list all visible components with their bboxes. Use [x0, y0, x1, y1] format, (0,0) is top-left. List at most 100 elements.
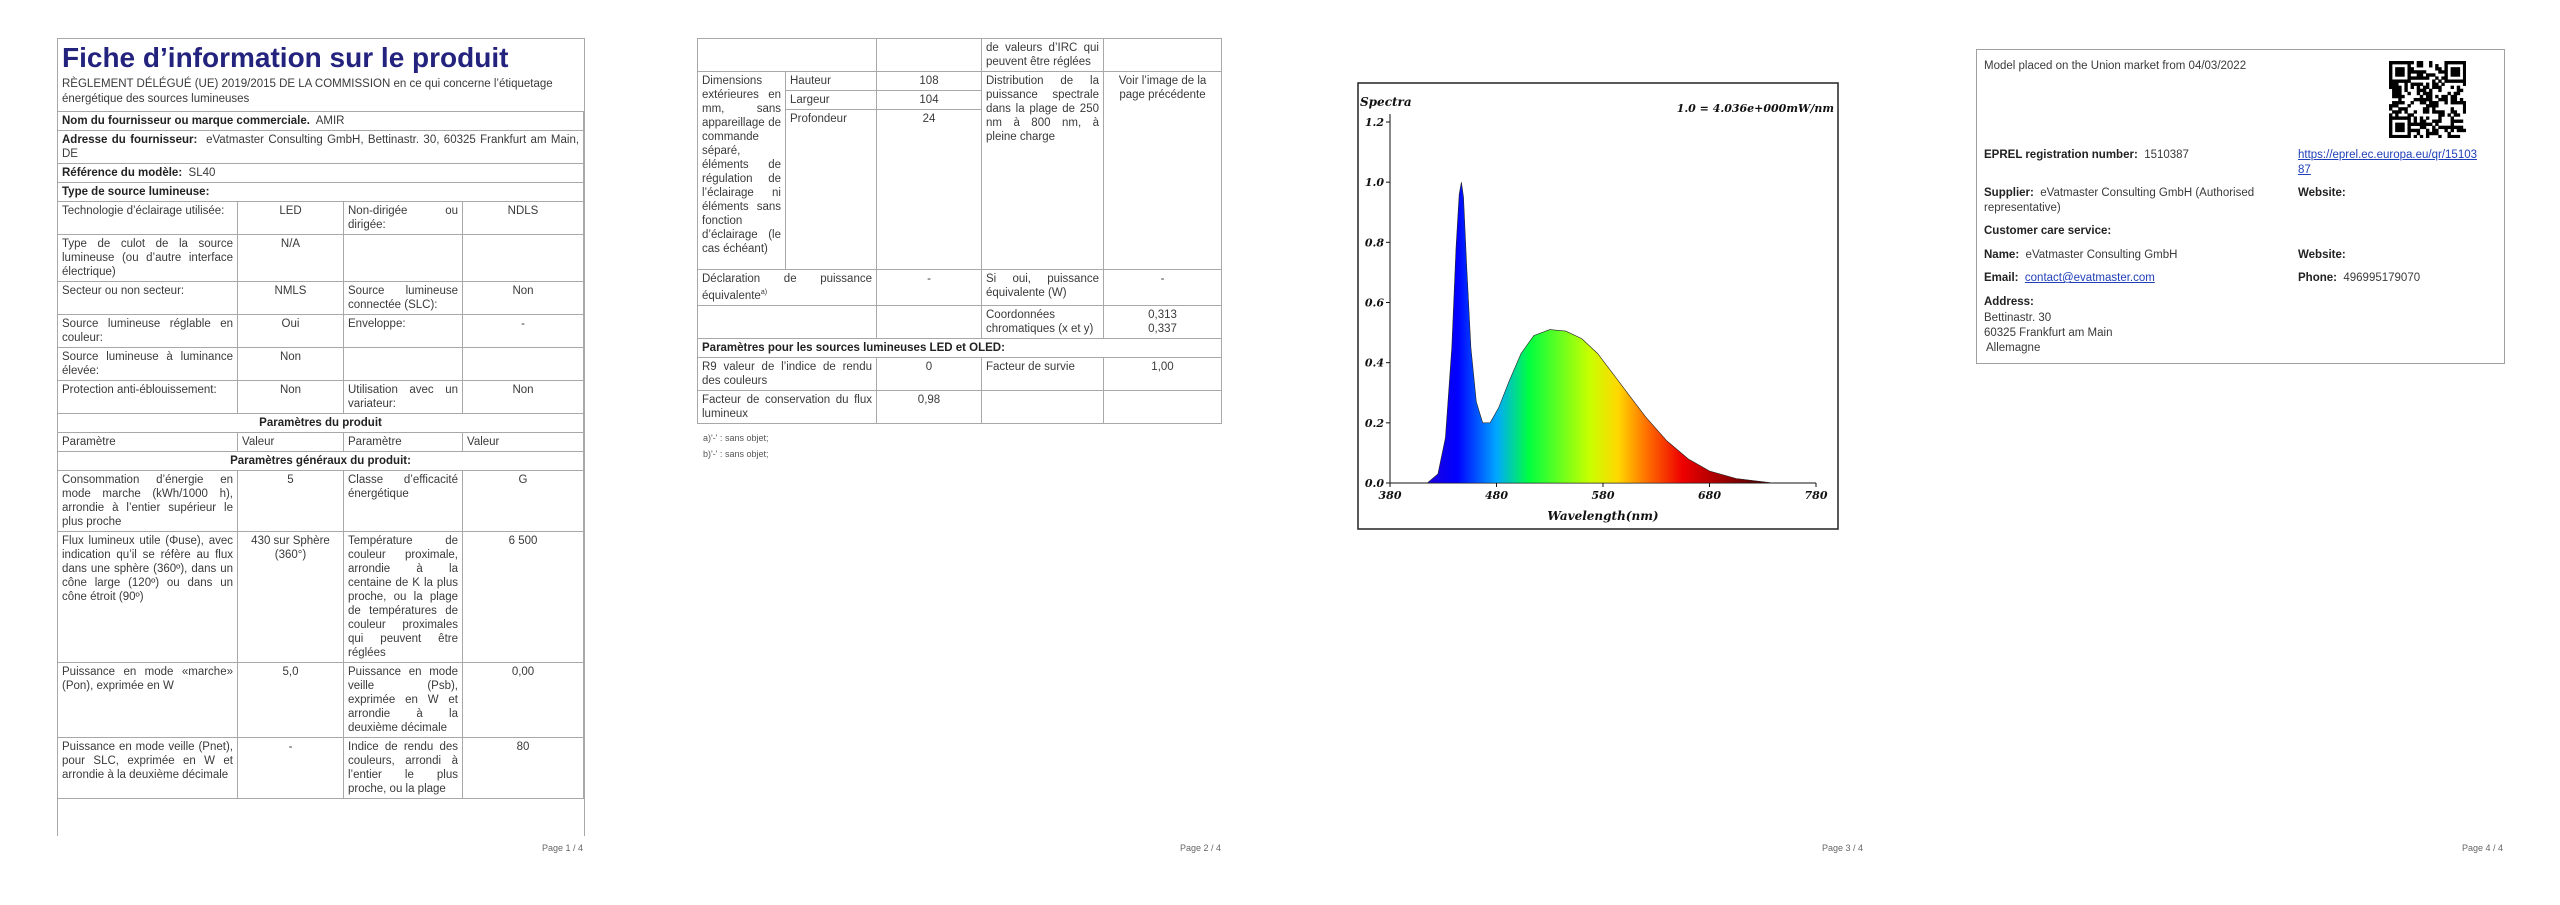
scale-note: 1.0 = 4.036e+000mW/nm: [1677, 102, 1834, 115]
qr-module: [2453, 70, 2458, 74]
cell: Non: [237, 347, 344, 381]
email-link[interactable]: contact@evatmaster.com: [2024, 272, 2155, 284]
cell: Source lumineuse connectée (SLC):: [343, 281, 463, 315]
qr-module: [2416, 128, 2421, 133]
qr-module: [2407, 113, 2411, 117]
website-label: Website:: [2298, 249, 2346, 261]
note: a): [760, 289, 768, 296]
qr-module: [2456, 61, 2461, 65]
qr-module: [2450, 67, 2454, 71]
qr-module: [2432, 104, 2436, 108]
qr-module: [2419, 70, 2424, 74]
y-tick-label: 0.6: [1365, 297, 1384, 310]
qr-module: [2450, 73, 2454, 77]
qr-module: [2413, 116, 2418, 120]
qr-module: [2389, 82, 2393, 86]
qr-module: [2438, 116, 2442, 120]
page-number: Page 3 / 4: [1821, 843, 1863, 853]
qr-module: [2410, 61, 2414, 65]
qr-module: [2407, 116, 2411, 120]
cell: Dimensions extérieures en mm, sans appar…: [697, 71, 786, 270]
qr-module: [2413, 110, 2418, 114]
cell: Facteur de survie: [981, 356, 1104, 391]
qr-module: [2395, 79, 2399, 83]
cell: Profondeur: [785, 109, 877, 270]
address-line: Allemagne: [1986, 342, 2041, 354]
qr-module: [2422, 70, 2427, 74]
row: Protection anti-éblouissement: Non Utilisa…: [58, 380, 584, 414]
cell: 104: [876, 90, 982, 110]
qr-module: [2462, 107, 2466, 111]
qr-module: [2389, 128, 2393, 133]
qr-module: [2459, 79, 2464, 83]
cell: 1,00: [1103, 356, 1222, 391]
qr-module: [2444, 125, 2448, 130]
cell: Source lumineuse réglable en couleur:: [58, 314, 238, 348]
value: 0,313: [1148, 308, 1177, 321]
qr-module: [2425, 94, 2430, 99]
qr-module: [2429, 64, 2433, 68]
qr-module: [2401, 79, 2405, 83]
qr-module: [2444, 64, 2448, 68]
cell: [461, 347, 584, 381]
qr-module: [2438, 110, 2442, 114]
qr-module: [2398, 73, 2402, 77]
qr-module: [2398, 70, 2402, 74]
qr-module: [2432, 82, 2436, 86]
qr-module: [2395, 128, 2399, 133]
qr-module: [2392, 104, 2396, 108]
qr-module: [2429, 73, 2433, 77]
qr-module: [2419, 82, 2424, 86]
qr-module: [2456, 85, 2461, 90]
qr-module: [2413, 122, 2418, 126]
qr-module: [2422, 91, 2427, 96]
qr-module: [2462, 70, 2466, 74]
qr-module: [2401, 107, 2405, 111]
heading: Paramètres pour les sources lumineuses L…: [697, 337, 1222, 358]
heading: Paramètres généraux du produit:: [58, 451, 584, 471]
qr-module: [2407, 134, 2411, 138]
cell: Si oui, puissance équivalente (W): [981, 269, 1104, 306]
qr-module: [2441, 113, 2445, 117]
heading: Type de source lumineuse:: [58, 182, 584, 202]
qr-module: [2419, 122, 2424, 126]
qr-module: [2404, 107, 2408, 111]
qr-module: [2429, 104, 2433, 108]
qr-module: [2425, 82, 2430, 86]
row: Secteur ou non secteur: NMLS Source lumine…: [58, 281, 584, 315]
qr-module: [2413, 70, 2418, 74]
qr-module: [2392, 94, 2396, 99]
qr-module: [2425, 128, 2430, 133]
qr-module: [2392, 85, 2396, 90]
qr-module: [2398, 94, 2402, 99]
column-header: Paramètre: [343, 432, 463, 452]
qr-module: [2389, 113, 2393, 117]
qr-module: [2416, 131, 2421, 136]
footnote: b)'-' : sans objet;: [703, 449, 769, 459]
qr-module: [2456, 119, 2461, 123]
qr-module: [2432, 85, 2436, 90]
qr-module: [2389, 64, 2393, 68]
cell: [981, 389, 1104, 424]
phone: Phone: 496995179070: [2298, 271, 2420, 286]
qr-module: [2456, 101, 2461, 105]
qr-module: [2407, 70, 2411, 74]
qr-module: [2401, 67, 2405, 71]
qr-module: [2425, 104, 2430, 108]
eprel-link[interactable]: https://eprel.ec.europa.eu/qr/1510387: [2298, 149, 2478, 176]
x-tick-label: 680: [1698, 489, 1721, 502]
heading: Paramètres du produit: [58, 413, 584, 433]
qr-module: [2453, 91, 2458, 96]
qr-module: [2450, 70, 2454, 74]
qr-module: [2398, 85, 2402, 90]
page-1: Fiche d’information sur le produit RÈGLE…: [57, 38, 585, 836]
qr-module: [2441, 94, 2445, 99]
row: Puissance en mode veille (Pnet), pour SL…: [58, 737, 584, 799]
qr-module: [2435, 94, 2439, 99]
row: Nom du fournisseur ou marque commerciale…: [58, 111, 584, 131]
cell: [876, 38, 982, 72]
qr-module: [2416, 76, 2421, 80]
qr-module: [2459, 97, 2464, 102]
row: Paramètres du produit: [58, 413, 584, 433]
cell: Coordonnées chromatiques (x et y): [981, 304, 1104, 339]
